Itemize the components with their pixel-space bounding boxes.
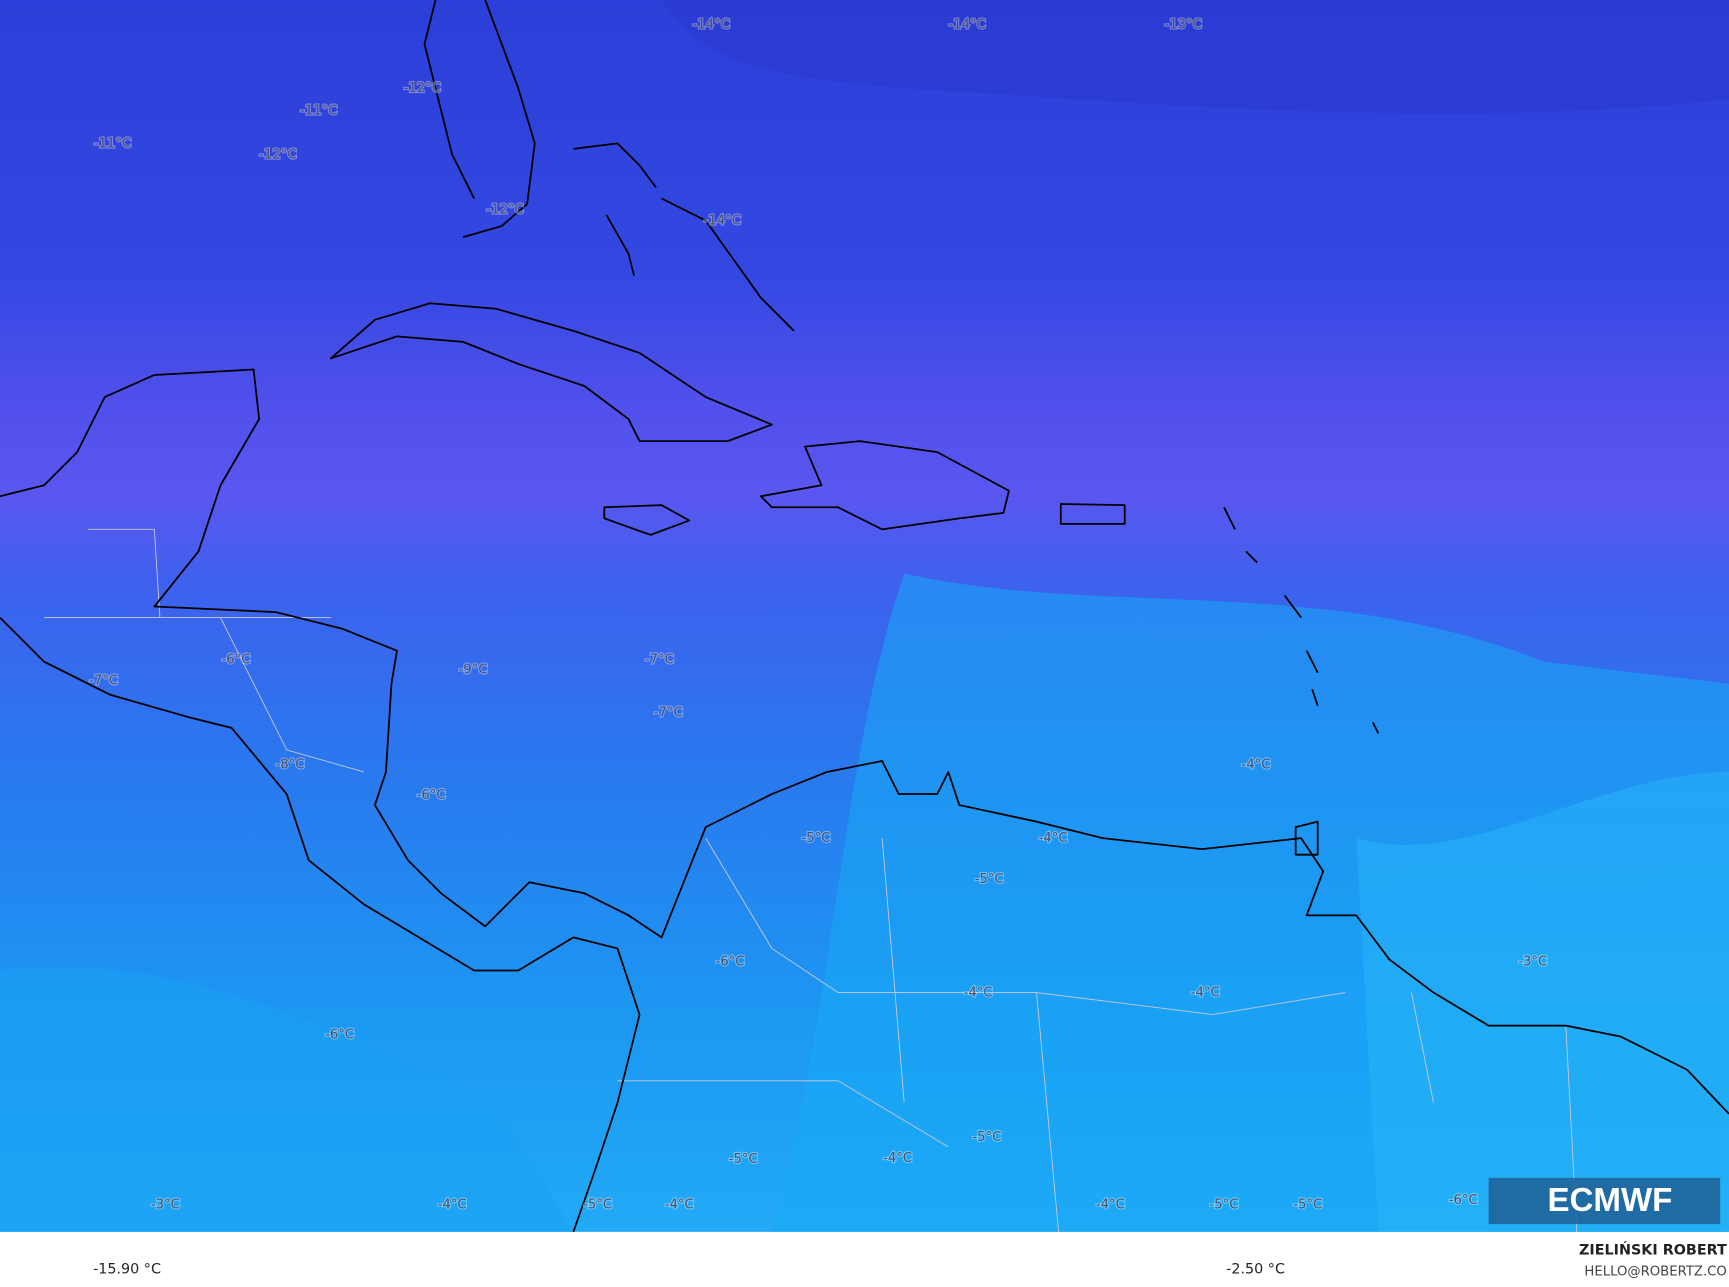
temperature-label: -4°C [964,986,993,1001]
warm-area [0,966,574,1232]
coastline-pacific [0,616,641,1233]
temperature-label: -11°C [94,136,131,151]
temperature-label: -7°C [89,673,118,688]
temperature-label: -3°C [151,1197,180,1212]
temperature-label: -5°C [1293,1197,1322,1212]
credit-author: ZIELIŃSKI ROBERT [1579,1242,1727,1259]
logo: ECMWF [1488,1177,1721,1225]
temperature-label: -4°C [1241,757,1270,772]
temperature-label: -4°C [1039,831,1068,846]
coastline-mainland [0,368,1729,1115]
temperature-label: -9°C [459,662,488,677]
temperature-label: -12°C [404,81,441,96]
warm-area [1356,771,1729,1232]
colorbar: -15.90 °C -2.50 °C [93,1261,1285,1277]
warm-area [771,573,1729,1232]
coastline-antilles [1223,506,1380,856]
coastline-hispaniola [759,440,1010,531]
logo-text: ECMWF [1547,1182,1672,1219]
temperature-label: -4°C [438,1197,467,1212]
temperature-label: -7°C [645,652,674,667]
cold-area [661,0,1729,114]
temperature-label: -4°C [1096,1197,1125,1212]
temperature-label: -6°C [221,652,250,667]
temperature-label: -5°C [801,831,830,846]
temperature-label: -6°C [715,955,744,970]
colorbar-max: -2.50 °C [1226,1261,1285,1277]
temperature-label: -7°C [654,705,683,720]
logo-box [1488,1177,1721,1225]
map-area: -14°C -14°C -13°C -12°C -11°C -11°C -12°C -12°C… [0,0,1729,1233]
temperature-labels: -14°C -14°C -13°C -12°C -11°C -11°C -12°C -12°C… [88,16,1548,1213]
temperature-label: -4°C [1191,986,1220,1001]
temperature-label: -14°C [704,214,741,229]
temperature-label: -6°C [325,1027,354,1042]
temperature-label: -4°C [665,1197,694,1212]
temperature-label: -5°C [972,1130,1001,1145]
temperature-label: -8°C [275,757,304,772]
temperature-label: -13°C [1164,17,1201,32]
temperature-label: -5°C [975,872,1004,887]
coastline-florida [423,0,536,238]
coastline-puerto-rico [1059,503,1126,525]
temperature-label: -3°C [1518,955,1547,970]
credit-email: HELLO@ROBERTZ.CO [1584,1265,1726,1280]
temperature-label: -14°C [693,17,730,32]
temperature-label: -11°C [300,103,337,118]
temperature-label: -12°C [259,147,296,162]
coastline-cuba [329,302,773,443]
coastline-bahamas [573,142,795,332]
temperature-label: -5°C [1209,1197,1238,1212]
coastline-jamaica [603,504,691,536]
temperature-label: -4°C [883,1151,912,1166]
temperature-label: -5°C [729,1152,758,1167]
temperature-label: -5°C [583,1197,612,1212]
country-borders [44,528,1578,1232]
temperature-label: -12°C [486,203,523,218]
temperature-label: -14°C [948,17,985,32]
temperature-label: -6°C [417,788,446,803]
colorbar-min: -15.90 °C [93,1261,161,1277]
temperature-label: -6°C [1449,1193,1478,1208]
